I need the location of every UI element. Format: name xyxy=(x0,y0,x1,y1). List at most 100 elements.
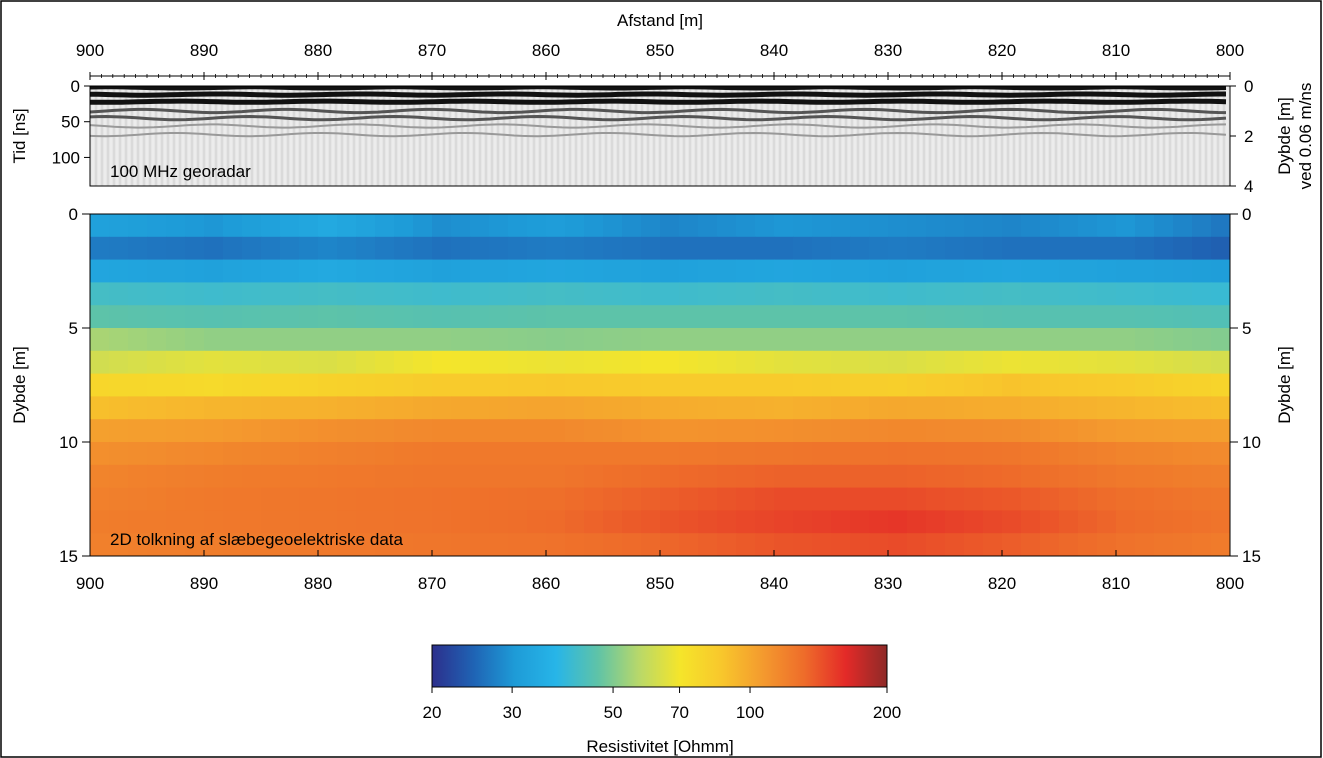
resistivity-cell xyxy=(1173,396,1193,420)
resistivity-cell xyxy=(1002,305,1022,329)
resistivity-cell xyxy=(242,214,262,238)
resistivity-cell xyxy=(394,396,414,420)
resistivity-cell xyxy=(1173,214,1193,238)
resistivity-cell xyxy=(1002,236,1022,260)
resistivity-cell xyxy=(755,236,775,260)
resistivity-cell xyxy=(261,442,281,466)
resistivity-cell xyxy=(109,464,129,488)
resistivity-cell xyxy=(983,510,1003,534)
resistivity-cell xyxy=(964,328,984,352)
resistivity-cell xyxy=(1021,533,1041,556)
resistivity-cell xyxy=(261,419,281,443)
resistivity-cell xyxy=(565,305,585,329)
resistivity-cell xyxy=(660,282,680,306)
resistivity-cell xyxy=(508,510,528,534)
resistivity-x-tick-label: 800 xyxy=(1216,574,1244,593)
resistivity-cell xyxy=(660,464,680,488)
resistivity-cell xyxy=(470,282,490,306)
resistivity-cell xyxy=(774,282,794,306)
resistivity-cell xyxy=(698,419,718,443)
resistivity-cell xyxy=(1135,236,1155,260)
resistivity-cell xyxy=(1021,259,1041,283)
resistivity-cell xyxy=(584,419,604,443)
resistivity-cell xyxy=(1040,419,1060,443)
resistivity-cell xyxy=(831,419,851,443)
resistivity-cell xyxy=(698,328,718,352)
resistivity-cell xyxy=(109,442,129,466)
resistivity-cell xyxy=(565,464,585,488)
resistivity-cell xyxy=(793,396,813,420)
resistivity-cell xyxy=(223,373,243,397)
resistivity-cell xyxy=(793,305,813,329)
resistivity-cell xyxy=(1135,510,1155,534)
resistivity-cell xyxy=(717,259,737,283)
resistivity-cell xyxy=(223,236,243,260)
resistivity-cell xyxy=(470,236,490,260)
resistivity-cell xyxy=(603,510,623,534)
resistivity-cell xyxy=(185,396,205,420)
resistivity-cell xyxy=(1173,305,1193,329)
resistivity-cell xyxy=(717,396,737,420)
resistivity-cell xyxy=(128,487,148,511)
resistivity-cell xyxy=(356,214,376,238)
resistivity-cell xyxy=(394,464,414,488)
resistivity-cell xyxy=(793,328,813,352)
resistivity-cell xyxy=(736,373,756,397)
resistivity-cell xyxy=(299,464,319,488)
resistivity-cell xyxy=(565,510,585,534)
resistivity-cell xyxy=(356,533,376,556)
resistivity-y-tick-label: 0 xyxy=(69,205,78,224)
resistivity-cell xyxy=(622,442,642,466)
georadar-x-tick-label: 870 xyxy=(418,41,446,60)
resistivity-cell xyxy=(204,533,224,556)
resistivity-cell xyxy=(147,305,167,329)
resistivity-cell xyxy=(1059,464,1079,488)
resistivity-cell xyxy=(185,328,205,352)
resistivity-cell xyxy=(584,259,604,283)
resistivity-cell xyxy=(166,419,186,443)
resistivity-cell xyxy=(280,510,300,534)
resistivity-cell xyxy=(489,305,509,329)
resistivity-cell xyxy=(1192,350,1212,374)
resistivity-cell xyxy=(1040,214,1060,238)
resistivity-cell xyxy=(261,487,281,511)
resistivity-cell xyxy=(204,350,224,374)
resistivity-cell xyxy=(356,259,376,283)
resistivity-cell xyxy=(698,259,718,283)
resistivity-cell xyxy=(185,350,205,374)
resistivity-cell xyxy=(375,464,395,488)
resistivity-cell xyxy=(451,236,471,260)
resistivity-right-axis: 0 5 10 15 xyxy=(1230,205,1261,566)
resistivity-cell xyxy=(888,419,908,443)
resistivity-cell xyxy=(1059,419,1079,443)
resistivity-cell xyxy=(489,328,509,352)
resistivity-cell xyxy=(888,487,908,511)
resistivity-cell xyxy=(698,236,718,260)
resistivity-x-tick-label: 850 xyxy=(646,574,674,593)
resistivity-cell xyxy=(1040,464,1060,488)
resistivity-cell xyxy=(850,236,870,260)
resistivity-cell xyxy=(736,396,756,420)
resistivity-cell xyxy=(1116,419,1136,443)
resistivity-cell xyxy=(280,350,300,374)
resistivity-cell xyxy=(90,236,110,260)
resistivity-cell xyxy=(508,464,528,488)
resistivity-cell xyxy=(489,533,509,556)
resistivity-cell xyxy=(147,487,167,511)
resistivity-cell xyxy=(964,510,984,534)
resistivity-cell xyxy=(432,236,452,260)
resistivity-cell xyxy=(413,533,433,556)
resistivity-cell xyxy=(907,214,927,238)
resistivity-cell xyxy=(641,305,661,329)
resistivity-cell xyxy=(185,305,205,329)
resistivity-cell xyxy=(831,328,851,352)
resistivity-cell xyxy=(831,396,851,420)
resistivity-cell xyxy=(1116,305,1136,329)
georadar-x-tick-label: 830 xyxy=(874,41,902,60)
resistivity-cell xyxy=(964,487,984,511)
resistivity-cell xyxy=(204,259,224,283)
resistivity-cell xyxy=(223,419,243,443)
resistivity-cell xyxy=(1040,350,1060,374)
resistivity-cell xyxy=(470,510,490,534)
resistivity-cell xyxy=(679,328,699,352)
